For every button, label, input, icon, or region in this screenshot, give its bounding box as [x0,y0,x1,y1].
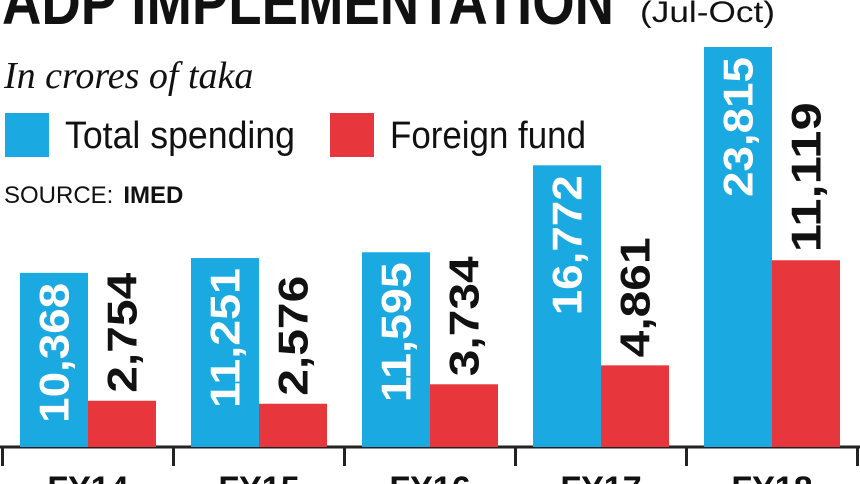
bar [259,403,327,447]
source-label: SOURCE: [4,182,113,209]
bar [772,260,840,447]
value-label: 11,251 [202,268,249,408]
x-tick-label: FY17 [560,470,641,484]
title-note: (Jul-Oct) [640,0,775,29]
bar [20,272,88,447]
chart-subtitle: In crores of taka [3,55,253,97]
legend-swatch [330,113,374,157]
x-tick-label: FY18 [731,470,812,484]
value-label: 11,595 [373,262,420,402]
value-label: 11,119 [783,102,830,252]
x-tick-label: FY15 [218,470,299,484]
x-tick-label: FY14 [47,470,128,484]
bar [88,400,156,447]
legend-swatch [5,113,49,157]
value-label: 2,754 [99,272,146,393]
x-tick-label: FY16 [389,470,470,484]
value-label: 16,772 [544,175,591,315]
value-label: 23,815 [715,57,762,197]
legend-label: Foreign fund [390,115,586,157]
value-label: 10,368 [31,283,78,423]
legend-label: Total spending [65,115,295,157]
value-label: 4,861 [612,237,659,357]
bar [362,252,430,447]
chart-title: ADP IMPLEMENTATION [2,0,614,38]
source-name: IMED [123,182,183,209]
value-label: 3,734 [441,256,488,377]
bar [533,165,601,447]
bar [430,384,498,447]
value-label: 2,576 [270,276,317,396]
bar [704,47,772,447]
bar [191,258,259,447]
bar [601,365,669,447]
source: SOURCE: IMED [4,182,183,209]
